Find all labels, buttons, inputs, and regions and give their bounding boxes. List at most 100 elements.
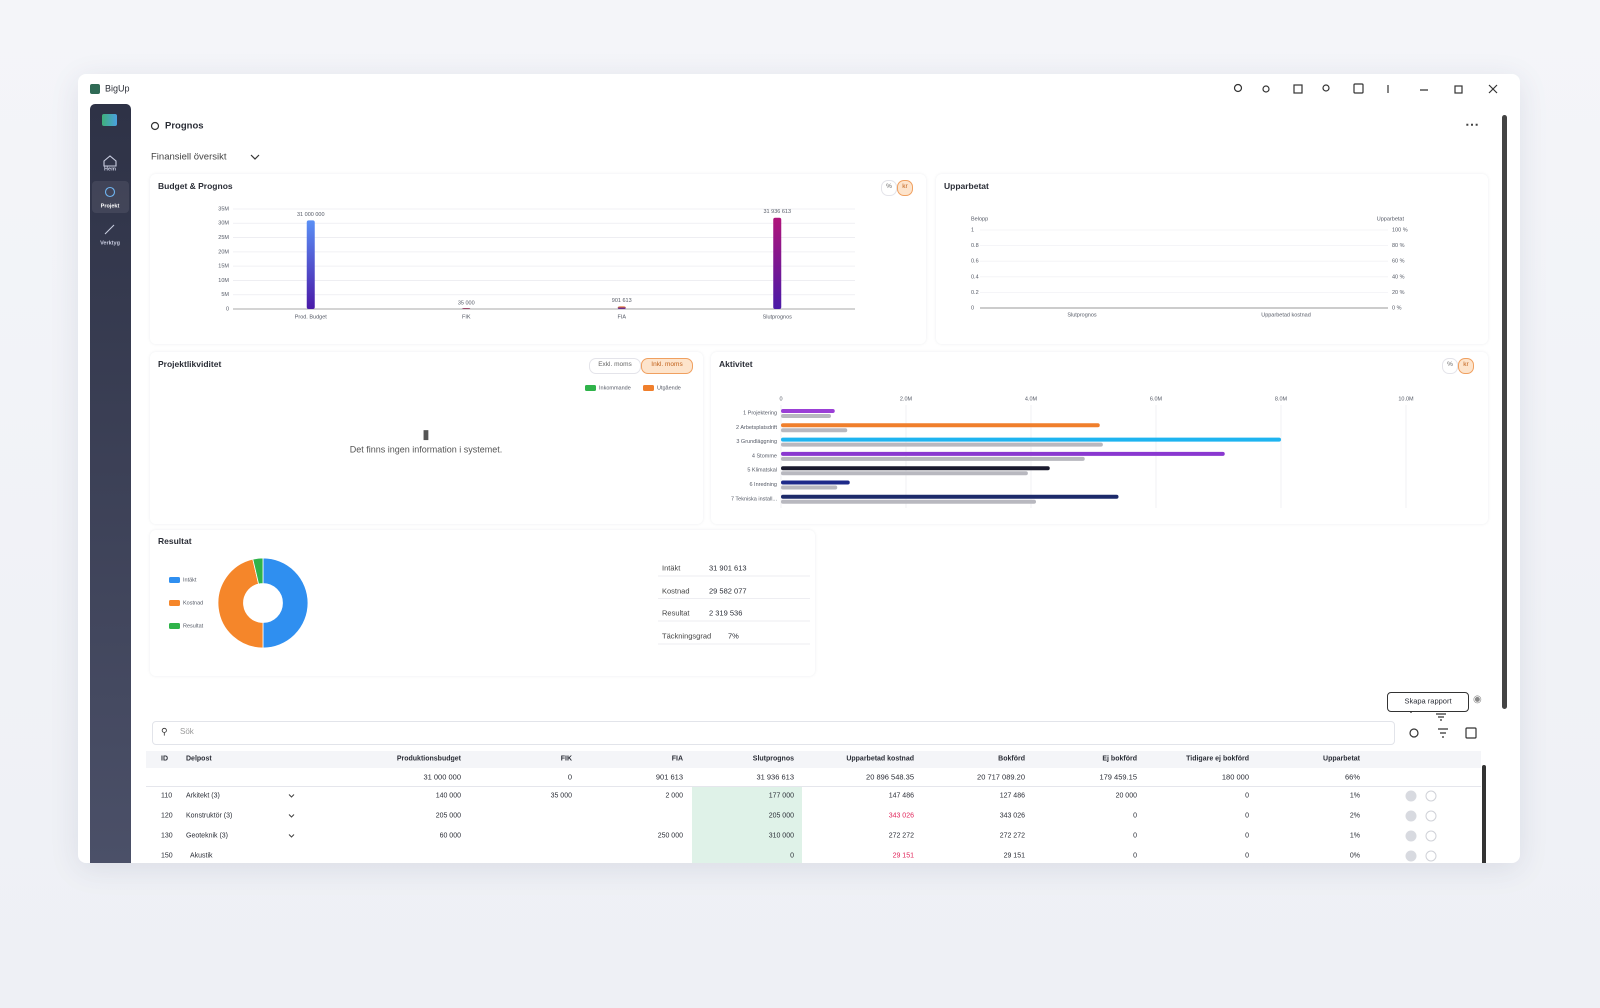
table-cell: 150 [161,852,173,860]
table-cell: 35 000 [550,792,572,800]
empty-text: Det finns ingen information i systemet. [349,444,503,455]
table-cell: 0 [1133,832,1137,840]
titlebar-icons [150,83,1498,739]
legend-swatch [169,577,180,583]
value-label: 901 613 [612,298,632,304]
add-icon [1405,830,1417,842]
column-header[interactable]: Upparbetad kostnad [846,755,914,763]
column-header[interactable]: Produktionsbudget [396,755,461,763]
card-budget [150,174,926,344]
extension-icon[interactable] [1353,83,1364,94]
y-tick-label: 1 [971,227,974,233]
bar [781,451,1225,456]
legend-label: Kostnad [183,600,203,606]
report-button[interactable] [1387,692,1469,712]
value-label: 31 000 000 [297,212,325,218]
legend-label: Intäkt [183,577,197,583]
table-cell: 140 000 [435,792,461,800]
column-header[interactable]: Upparbetat [1323,755,1360,763]
x-tick-label: Slutprognos [763,314,793,320]
search-placeholder[interactable]: Sök [180,727,194,736]
table-cell: 272 272 [888,832,914,840]
refresh-icon[interactable] [1409,728,1419,738]
bar [773,217,782,309]
y2-tick-label: 80 % [1392,243,1405,249]
column-header[interactable]: Delpost [186,755,212,763]
stat-label: Kostnad [662,585,690,595]
tools-icon[interactable] [104,224,115,235]
y-tick-label: 5 Klimatskal [747,468,777,474]
y-tick-label: 0.2 [971,290,979,296]
bar [781,414,831,418]
close-icon[interactable] [1488,84,1498,94]
toggle-label[interactable]: % [1447,360,1453,368]
y2-axis-label: Upparbetat [1377,216,1405,222]
toggle-label[interactable]: kr [902,182,908,190]
home-icon[interactable] [103,155,117,167]
project-icon[interactable] [104,186,116,198]
column-header[interactable]: Tidigare ej bokförd [1186,755,1249,763]
key-icon[interactable] [1262,85,1270,93]
y-tick-label: 20M [218,249,229,255]
toggle-option[interactable] [897,180,913,196]
filter-icon[interactable] [1438,728,1448,738]
toggle-label[interactable]: Inkl. moms [651,360,683,368]
y-tick-label: 35M [218,206,229,212]
table-cell: 120 [161,812,173,820]
eye-icon[interactable]: ◉ [1473,694,1482,705]
view-select[interactable]: Finansiell översikt [151,151,227,163]
stat-label: Resultat [662,608,690,618]
toggle-label[interactable]: % [886,182,892,190]
y-tick-label: 10M [218,278,229,284]
totals-cell: 31 000 000 [423,772,461,782]
translate-icon[interactable] [1293,84,1303,94]
table-cell: 205 000 [435,812,461,820]
view-chevron[interactable] [250,154,260,160]
column-header[interactable]: Bokförd [998,755,1025,763]
toggle-option[interactable] [1442,358,1458,374]
more-menu[interactable]: ⋯ [1465,116,1479,132]
toggle-option[interactable] [1458,358,1474,374]
legend-label: Inkommande [599,385,631,391]
y-tick-label: 0.8 [971,243,979,249]
toggle-option[interactable] [881,180,897,196]
table-cell: 0% [1349,852,1360,860]
expand-chevron [288,834,295,838]
bar [781,480,850,485]
page-title: Prognos [165,120,204,132]
table-cell: 0 [1245,792,1249,800]
y-axis-label: Belopp [971,216,988,222]
columns-icon[interactable] [1465,727,1477,739]
y2-tick-label: 20 % [1392,290,1405,296]
column-header[interactable]: Slutprognos [752,755,794,763]
sidebar-label[interactable]: Hem [104,166,116,173]
column-header[interactable]: Ej bokförd [1102,755,1137,763]
table-cell: 0 [1133,812,1137,820]
column-header[interactable]: FIA [671,755,683,763]
location-icon[interactable] [1233,83,1243,93]
toggle-label[interactable]: Exkl. moms [598,360,632,368]
toggle-option[interactable] [641,358,693,374]
toggle-option[interactable] [589,358,641,374]
stat-label: Intäkt [662,563,681,573]
bar [781,423,1100,428]
toolbar-icons[interactable] [1410,711,1446,721]
expand-chevron [288,814,295,818]
sidebar-label[interactable]: Projekt [100,203,120,210]
column-header[interactable]: ID [161,755,168,763]
search-bar[interactable] [152,721,1395,745]
bar [781,437,1281,442]
stat-value: 7% [728,631,739,641]
zoom-icon[interactable] [1322,84,1330,92]
column-header[interactable]: FIK [560,755,572,763]
card-resultat [150,530,815,676]
sidebar-label[interactable]: Verktyg [100,240,120,247]
totals-cell: 0 [567,772,572,782]
restore-icon[interactable] [1454,85,1463,94]
toggle-label[interactable]: kr [1463,360,1469,368]
report-button-label[interactable]: Skapa rapport [1404,696,1452,706]
app-name: BigUp [105,83,130,94]
comment-icon [1425,790,1437,802]
